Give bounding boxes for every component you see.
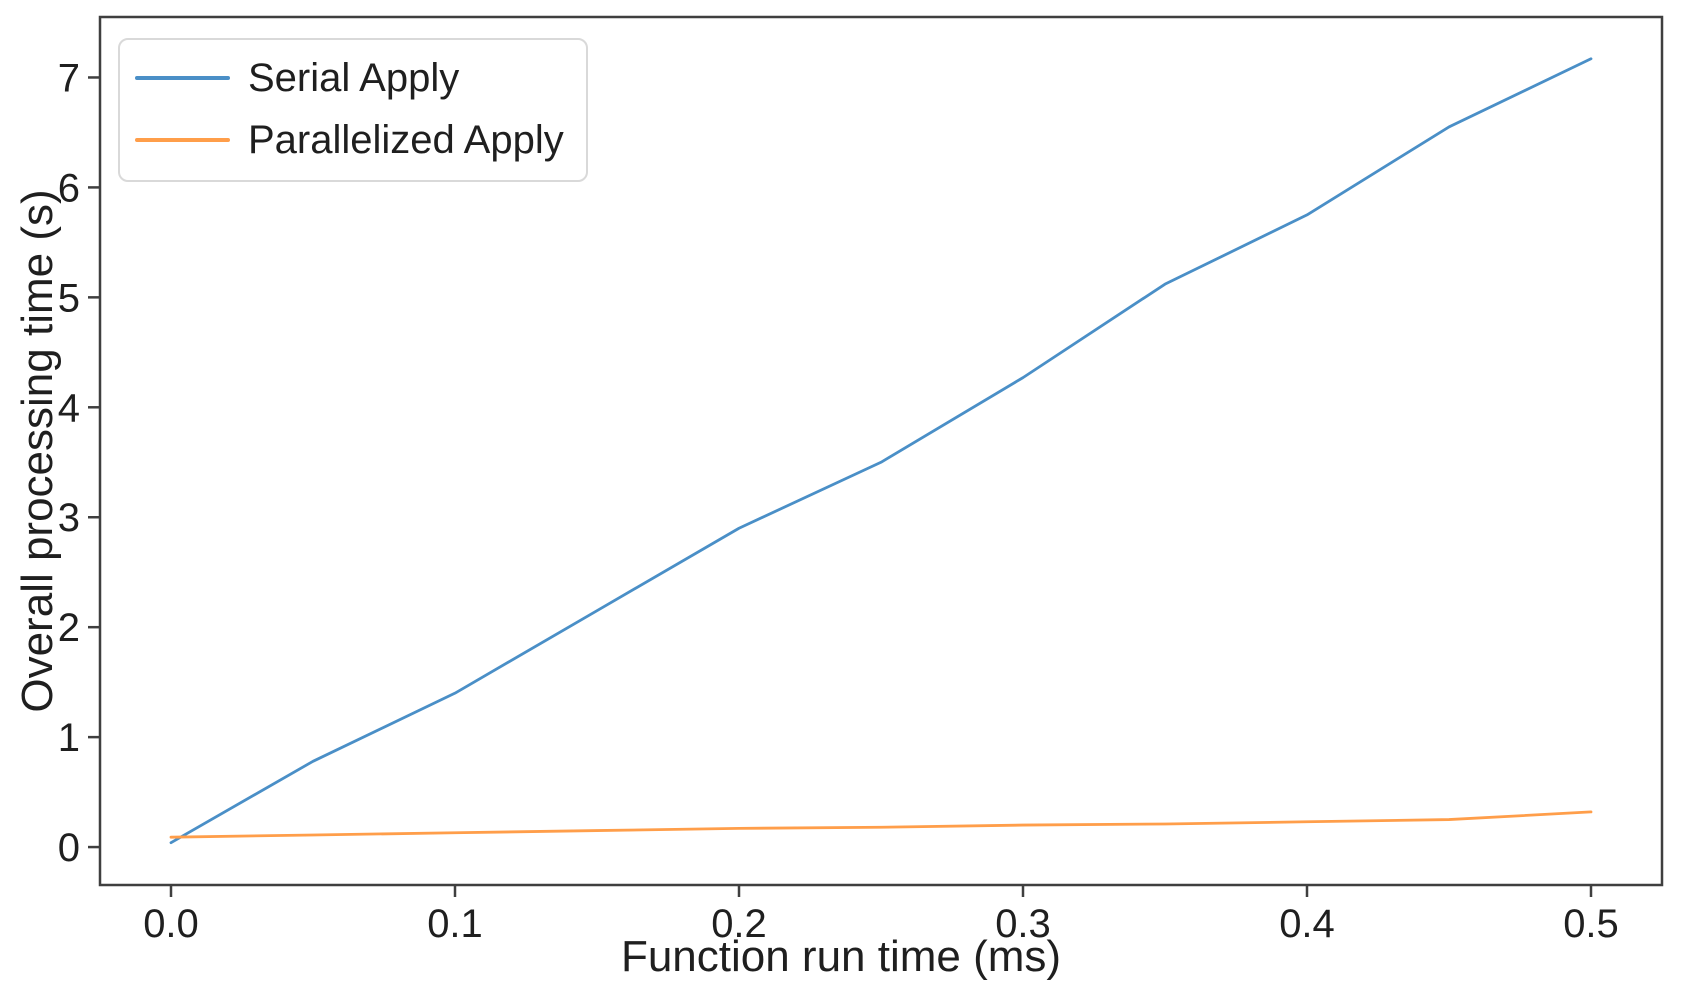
y-tick-label: 3 xyxy=(58,496,80,540)
legend-item-parallelized-apply: Parallelized Apply xyxy=(135,114,564,166)
x-tick-label: 0.1 xyxy=(427,902,483,946)
x-tick-label: 0.2 xyxy=(711,902,767,946)
legend: Serial Apply Parallelized Apply xyxy=(118,38,588,182)
y-tick-label: 5 xyxy=(58,276,80,320)
axes-spines xyxy=(98,15,1664,887)
x-tick-label: 0.3 xyxy=(995,902,1051,946)
legend-label: Serial Apply xyxy=(248,55,460,100)
x-tick-label: 0.0 xyxy=(143,902,199,946)
y-axis-label: Overall processing time (s) xyxy=(13,189,62,713)
y-axis-label-area: Overall processing time (s) xyxy=(10,0,66,900)
legend-item-serial-apply: Serial Apply xyxy=(135,52,564,104)
y-tick-label: 4 xyxy=(58,386,80,430)
x-axis-label: Function run time (ms) xyxy=(620,932,1062,981)
x-tick-label: 0.4 xyxy=(1279,902,1335,946)
series-line-serial-apply xyxy=(169,57,1593,845)
x-tick-label: 0.5 xyxy=(1563,902,1619,946)
y-tick-label: 7 xyxy=(58,56,80,100)
legend-line-sample-parallelized xyxy=(135,138,230,142)
series-line-parallelized-apply xyxy=(169,810,1593,839)
y-tick-label: 2 xyxy=(58,606,80,650)
y-tick-label: 1 xyxy=(58,716,80,760)
y-tick-label: 0 xyxy=(58,826,80,870)
legend-line-sample-serial xyxy=(135,76,230,80)
y-tick-label: 6 xyxy=(58,166,80,210)
legend-label: Parallelized Apply xyxy=(248,117,564,162)
